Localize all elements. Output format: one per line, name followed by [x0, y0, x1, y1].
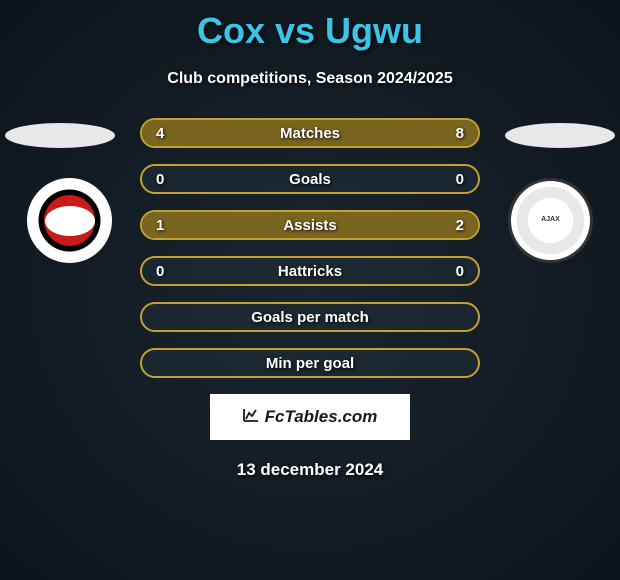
stat-row: Min per goal	[140, 348, 480, 378]
watermark-text: FcTables.com	[265, 407, 378, 427]
stat-left-value: 4	[156, 125, 164, 142]
stat-row: 0 0 Goals	[140, 164, 480, 194]
stat-label: Goals	[289, 171, 331, 188]
stat-label: Hattricks	[278, 263, 342, 280]
stat-row: Goals per match	[140, 302, 480, 332]
date-text: 13 december 2024	[0, 460, 620, 480]
player-ellipse-right	[505, 123, 615, 148]
player-ellipse-left	[5, 123, 115, 148]
watermark: FcTables.com	[210, 394, 410, 440]
page-title: Cox vs Ugwu	[0, 0, 620, 52]
chart-icon	[243, 408, 259, 426]
stat-label: Matches	[280, 125, 340, 142]
stat-left-value: 1	[156, 217, 164, 234]
stat-right-value: 0	[456, 263, 464, 280]
stat-label: Min per goal	[266, 355, 354, 372]
stat-label: Goals per match	[251, 309, 369, 326]
stat-row: 4 8 Matches	[140, 118, 480, 148]
comparison-content: AJAX 4 8 Matches 0 0 Goals 1 2 Assists 0 0 Hattrick…	[0, 118, 620, 480]
stat-right-value: 0	[456, 171, 464, 188]
stat-left-value: 0	[156, 171, 164, 188]
stat-right-value: 2	[456, 217, 464, 234]
stats-container: 4 8 Matches 0 0 Goals 1 2 Assists 0 0 Hattricks Goal…	[140, 118, 480, 378]
stat-left-value: 0	[156, 263, 164, 280]
club-badge-left	[27, 178, 112, 263]
stat-row: 1 2 Assists	[140, 210, 480, 240]
stat-right-value: 8	[456, 125, 464, 142]
stat-label: Assists	[283, 217, 336, 234]
club-badge-right: AJAX	[508, 178, 593, 263]
subtitle: Club competitions, Season 2024/2025	[0, 70, 620, 88]
stat-row: 0 0 Hattricks	[140, 256, 480, 286]
